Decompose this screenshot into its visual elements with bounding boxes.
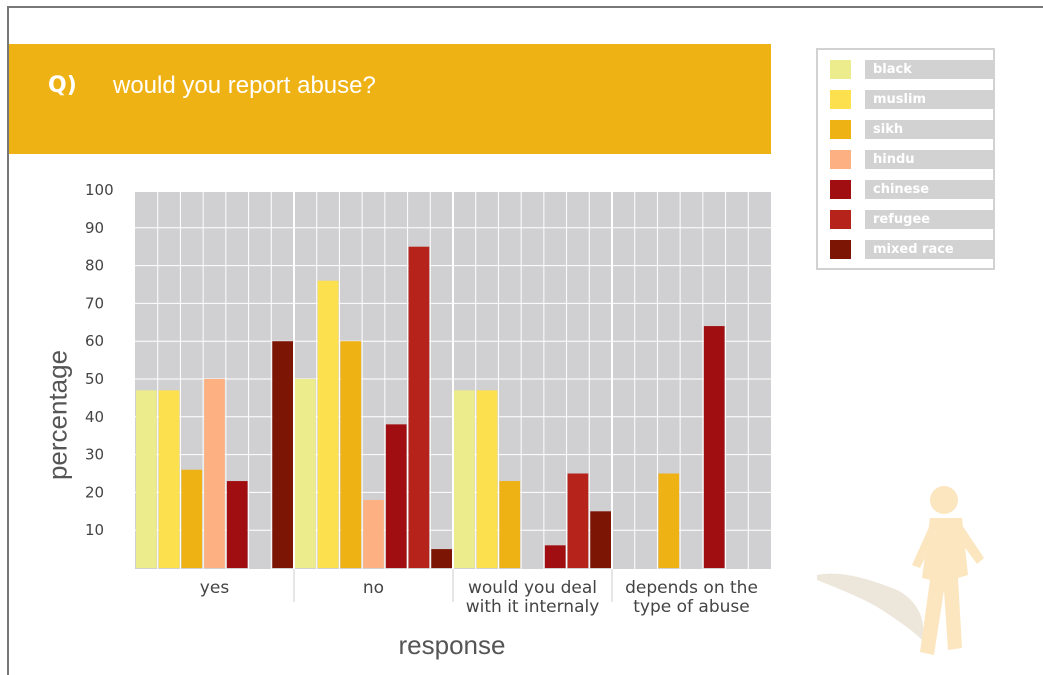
legend-label: muslim	[865, 90, 993, 109]
bar	[136, 390, 157, 568]
y-tick-label: 80	[85, 257, 104, 275]
y-tick-label: 30	[85, 446, 104, 464]
legend-item: black	[830, 60, 993, 79]
bar	[476, 390, 498, 568]
y-tick-label: 60	[85, 332, 104, 350]
bar	[454, 390, 475, 568]
x-tick-label: yes	[200, 578, 230, 598]
legend-label: black	[865, 60, 993, 79]
x-axis-label: response	[398, 630, 506, 660]
bar	[340, 341, 362, 568]
legend-label: hindu	[865, 150, 993, 169]
x-tick-label: would you deal	[468, 578, 597, 598]
x-tick-label: depends on the	[625, 578, 758, 598]
legend-swatch	[830, 240, 851, 259]
chart-legend: black muslim sikh hindu chinese refugee mixed …	[816, 48, 995, 270]
x-tick-label: no	[363, 578, 384, 598]
bar	[385, 424, 407, 568]
bar	[431, 549, 452, 568]
legend-swatch	[830, 210, 851, 229]
bar	[272, 341, 293, 568]
bar	[204, 379, 225, 568]
y-axis-label: percentage	[42, 349, 73, 481]
legend-item: hindu	[830, 150, 993, 169]
bar	[158, 390, 180, 568]
legend-swatch	[830, 150, 851, 169]
x-tick-label: type of abuse	[633, 597, 749, 617]
bar	[295, 379, 316, 568]
y-tick-label: 50	[85, 370, 104, 388]
bar	[408, 246, 430, 568]
y-tick-label: 70	[85, 294, 104, 312]
legend-label: chinese	[865, 180, 993, 199]
question-text: would you report abuse?	[113, 72, 376, 99]
legend-item: chinese	[830, 180, 993, 199]
legend-item: mixed race	[830, 240, 993, 259]
y-tick-label: 20	[85, 483, 104, 501]
header-band	[9, 44, 771, 154]
y-tick-label: 90	[85, 219, 104, 237]
question-label: Q)	[48, 73, 77, 98]
legend-swatch	[830, 120, 851, 139]
bar	[363, 499, 384, 568]
legend-swatch	[830, 90, 851, 109]
bar	[499, 481, 521, 568]
legend-item: refugee	[830, 210, 993, 229]
legend-item: sikh	[830, 120, 993, 139]
bar	[226, 481, 248, 568]
bar	[703, 326, 725, 568]
legend-label: refugee	[865, 210, 993, 229]
bar	[544, 545, 566, 568]
y-tick-label: 40	[85, 408, 104, 426]
y-tick-label: 10	[85, 521, 104, 539]
legend-swatch	[830, 180, 851, 199]
bar	[590, 511, 611, 568]
bar	[181, 469, 203, 568]
bar	[567, 473, 589, 568]
bar	[658, 473, 680, 568]
x-tick-label: with it internaly	[466, 597, 600, 617]
legend-label: sikh	[865, 120, 993, 139]
y-tick-label: 100	[85, 181, 114, 199]
walking-figure-illustration	[817, 486, 984, 655]
legend-label: mixed race	[865, 240, 993, 259]
bar	[317, 280, 339, 568]
legend-item: muslim	[830, 90, 993, 109]
slide-frame	[7, 6, 1043, 675]
legend-swatch	[830, 60, 851, 79]
